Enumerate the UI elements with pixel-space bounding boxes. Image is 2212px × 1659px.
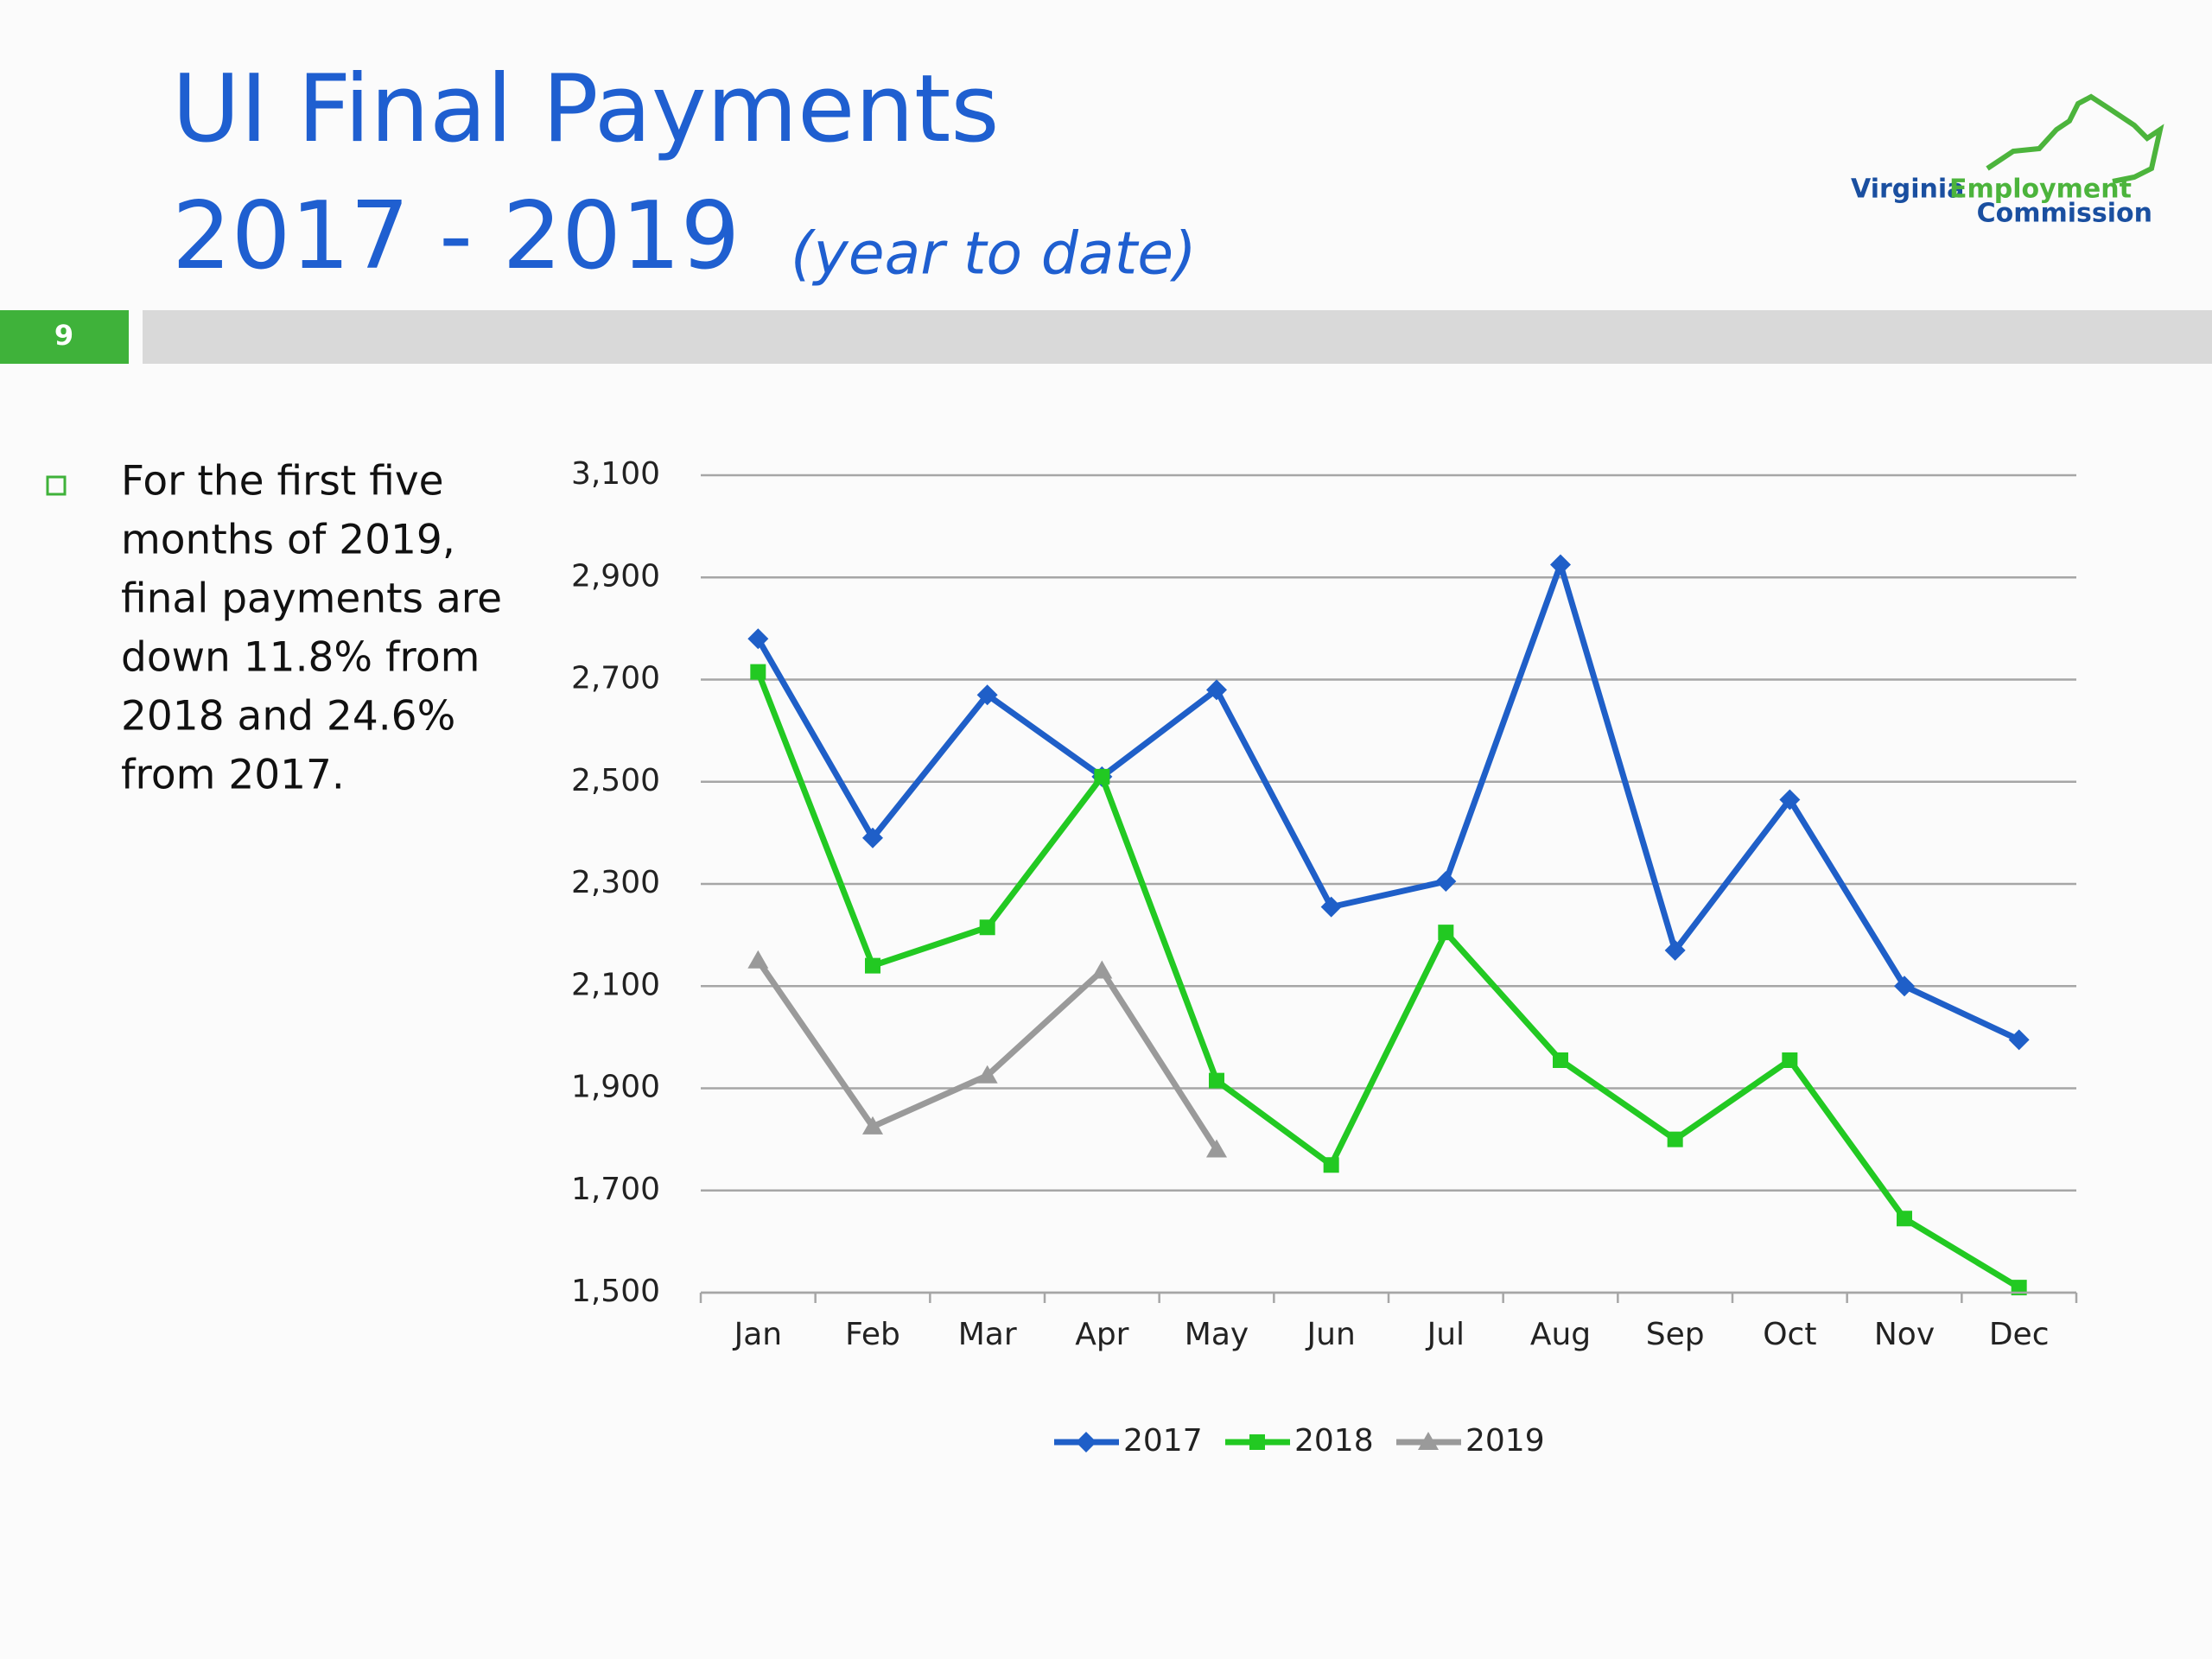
bullet-text: For the first five [121,458,444,505]
data-point [1091,960,1113,979]
data-point [1094,768,1110,785]
logo-outline [1986,93,2164,184]
bullet-marker [46,475,67,496]
legend-marker [1249,1434,1265,1450]
x-tick-label: Mar [958,1317,1017,1352]
x-tick-label: Jul [1426,1317,1465,1352]
y-tick-label: 1,900 [571,1070,660,1105]
data-point [1320,896,1342,918]
logo-word: Employment [1949,175,2132,205]
bullet-text: final payments are [121,575,502,623]
y-tick-label: 2,700 [571,661,660,696]
legend-label: 2017 [1123,1423,1203,1459]
y-tick-label: 2,900 [571,558,660,594]
legend-label: 2018 [1294,1423,1374,1459]
data-point [747,628,769,650]
bullet-text: from 2017. [121,752,345,799]
y-tick-label: 2,500 [571,763,660,798]
page-number: 9 [54,319,73,352]
logo-word: Commission [1977,199,2152,229]
data-point [750,664,766,680]
data-point [1894,976,1915,997]
y-tick-label: 1,700 [571,1172,660,1207]
data-point [2011,1280,2027,1296]
data-point [1782,1052,1798,1068]
bullet-text: 2018 and 24.6% [121,693,455,741]
data-point [1206,1139,1227,1158]
data-point [1667,1131,1683,1147]
data-point [1550,554,1571,575]
page-number-box [0,310,129,364]
y-tick-label: 1,500 [571,1274,660,1309]
data-point [862,1116,883,1135]
x-tick-label: Jun [1306,1317,1356,1352]
x-tick-label: Jan [733,1317,783,1352]
x-tick-label: Feb [845,1317,900,1352]
series-line [755,561,2021,1043]
bullet-text: months of 2019, [121,517,455,564]
x-tick-label: May [1185,1317,1249,1352]
data-point [1664,939,1686,961]
legend-marker [1418,1432,1439,1450]
y-tick-label: 2,300 [571,865,660,900]
data-point [1323,1157,1339,1173]
x-tick-label: Sep [1646,1317,1705,1352]
x-tick-label: Nov [1874,1317,1935,1352]
data-point [979,919,995,936]
x-tick-label: Oct [1763,1317,1816,1352]
data-point [1779,789,1801,810]
title-years: 2017 - 2019 [172,182,740,290]
data-point [747,950,769,969]
series-line [755,671,2021,1291]
data-point [2008,1029,2030,1051]
logo-word: Virginia [1851,175,1964,205]
data-point [1206,679,1227,701]
x-tick-label: Aug [1530,1317,1591,1352]
data-point [1553,1052,1568,1068]
legend-marker [1076,1432,1096,1452]
title-note: (year to date) [791,220,1197,289]
header-bar [143,310,2212,364]
data-point [862,827,883,849]
data-point [1209,1072,1224,1089]
y-tick-label: 2,100 [571,967,660,1002]
data-point [976,1065,998,1084]
data-point [865,957,880,974]
data-point [1438,925,1454,941]
data-point [976,684,998,706]
legend-label: 2019 [1465,1423,1545,1459]
bullet-text: down 11.8% from [121,634,480,682]
title: UI Final Payments [172,55,1000,163]
data-point [1897,1211,1912,1227]
x-tick-label: Apr [1075,1317,1128,1352]
y-tick-label: 3,100 [571,456,660,492]
data-point [1435,871,1457,893]
x-tick-label: Dec [1989,1317,2050,1352]
